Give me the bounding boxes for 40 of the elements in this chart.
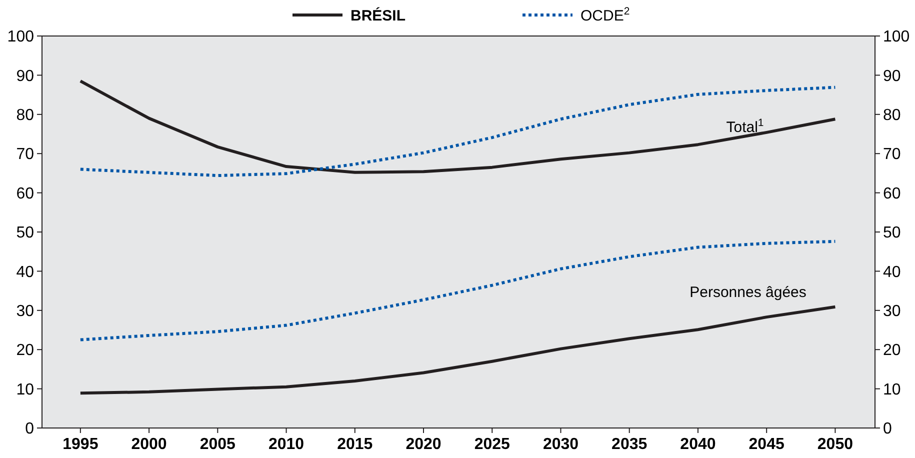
y-tick-label: 100: [7, 28, 34, 46]
legend-label: BRÉSIL: [350, 6, 406, 24]
y-tick-label: 20: [16, 342, 34, 360]
y-tick-label: 0: [25, 420, 34, 438]
x-tick-label: 2050: [817, 436, 854, 453]
x-tick-label: 2035: [612, 436, 648, 453]
line-series: [78, 305, 837, 395]
line-series: [78, 240, 837, 342]
x-tick-label: 2025: [474, 436, 510, 453]
y2-tick-label: 30: [883, 303, 901, 320]
y2-tick-label: 0: [883, 420, 892, 438]
x-tick-label: 2005: [200, 436, 236, 453]
y2-tick-label: 100: [883, 28, 910, 46]
y-tick-label: 30: [16, 303, 34, 320]
x-tick-label: 2020: [406, 436, 442, 453]
y2-tick-label: 40: [883, 264, 901, 281]
x-tick-label: 2040: [680, 436, 716, 453]
y2-tick-label: 80: [883, 107, 901, 124]
y2-tick-label: 60: [883, 185, 901, 202]
y2-tick-label: 90: [883, 68, 901, 85]
x-tick-label: 2000: [131, 436, 167, 453]
y2-tick-label: 70: [883, 146, 901, 164]
x-tick-label: 1995: [62, 436, 98, 453]
y2-tick-label: 50: [883, 224, 901, 242]
y2-tick-label: 10: [883, 381, 901, 398]
y2-tick-label: 20: [883, 342, 901, 360]
annotation: Personnes âgées: [690, 284, 806, 301]
x-tick-label: 2010: [268, 436, 304, 453]
x-tick-label: 2015: [337, 436, 373, 453]
y-tick-label: 70: [16, 146, 34, 164]
y-tick-label: 90: [16, 68, 34, 85]
x-tick-label: 2045: [748, 436, 784, 453]
y-tick-label: 60: [16, 185, 34, 202]
y-tick-label: 10: [16, 381, 34, 398]
annotation: Total$^{1}$: [726, 117, 764, 136]
y-tick-label: 50: [16, 224, 34, 242]
y-tick-label: 40: [16, 264, 34, 281]
y-tick-label: 80: [16, 107, 34, 124]
x-tick-label: 2030: [542, 436, 579, 453]
legend-label: OCDE$^{2}$: [580, 5, 630, 24]
